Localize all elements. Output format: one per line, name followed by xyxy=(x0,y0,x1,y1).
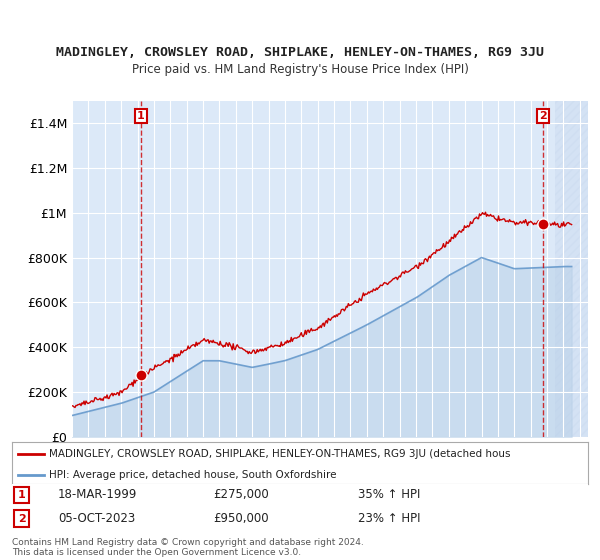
Bar xyxy=(555,101,600,437)
Text: MADINGLEY, CROWSLEY ROAD, SHIPLAKE, HENLEY-ON-THAMES, RG9 3JU (detached hous: MADINGLEY, CROWSLEY ROAD, SHIPLAKE, HENL… xyxy=(49,449,511,459)
Text: Price paid vs. HM Land Registry's House Price Index (HPI): Price paid vs. HM Land Registry's House … xyxy=(131,63,469,76)
Text: £275,000: £275,000 xyxy=(214,488,269,501)
Text: 1: 1 xyxy=(137,111,145,121)
Text: 05-OCT-2023: 05-OCT-2023 xyxy=(58,512,136,525)
Text: 1: 1 xyxy=(18,490,26,500)
Text: Contains HM Land Registry data © Crown copyright and database right 2024.
This d: Contains HM Land Registry data © Crown c… xyxy=(12,538,364,557)
Text: 35% ↑ HPI: 35% ↑ HPI xyxy=(358,488,420,501)
Text: 2: 2 xyxy=(539,111,547,121)
Text: 2: 2 xyxy=(18,514,26,524)
Text: HPI: Average price, detached house, South Oxfordshire: HPI: Average price, detached house, Sout… xyxy=(49,470,337,480)
Text: 23% ↑ HPI: 23% ↑ HPI xyxy=(358,512,420,525)
Text: MADINGLEY, CROWSLEY ROAD, SHIPLAKE, HENLEY-ON-THAMES, RG9 3JU: MADINGLEY, CROWSLEY ROAD, SHIPLAKE, HENL… xyxy=(56,46,544,59)
Text: £950,000: £950,000 xyxy=(214,512,269,525)
Text: 18-MAR-1999: 18-MAR-1999 xyxy=(58,488,137,501)
